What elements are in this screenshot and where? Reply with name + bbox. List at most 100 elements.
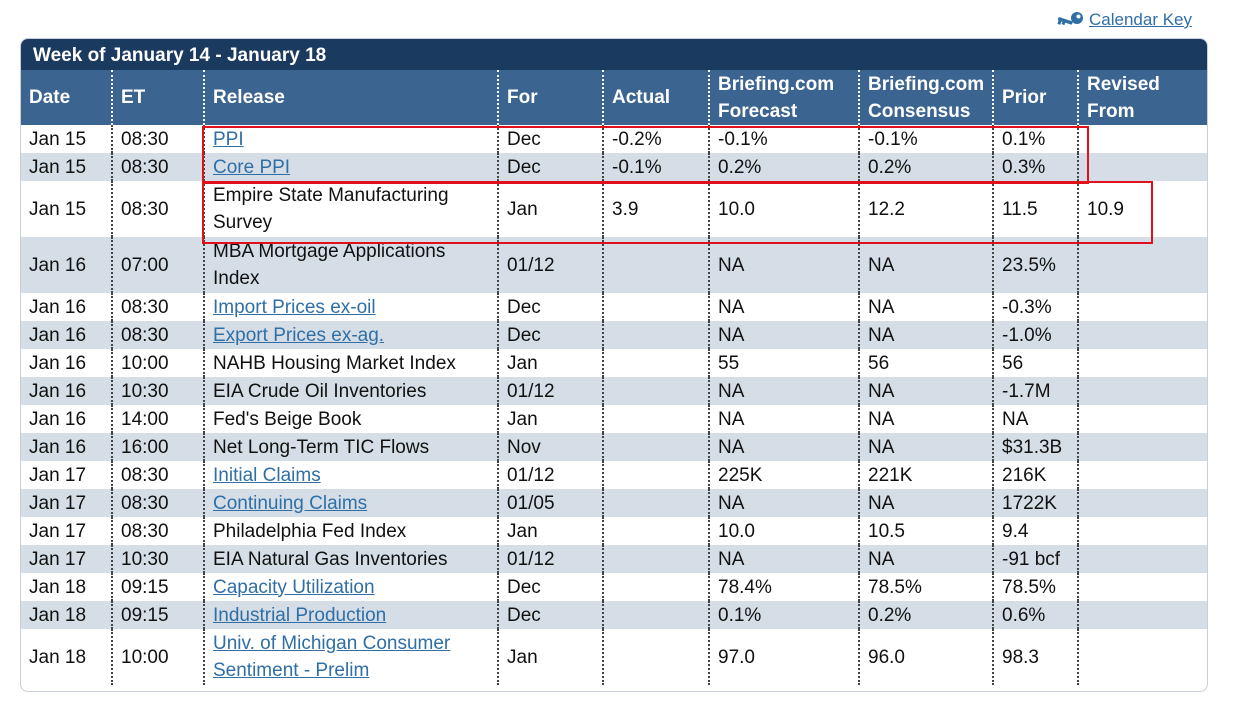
cell-for: Jan: [497, 349, 603, 377]
table-row: Jan 16 08:30 Export Prices ex-ag. Dec NA NA -1…: [21, 321, 1207, 349]
key-icon: [1057, 12, 1083, 26]
release-link[interactable]: Continuing Claims: [213, 492, 368, 514]
cell-prior: NA: [992, 405, 1078, 433]
cell-et: 08:30: [111, 293, 204, 321]
cell-et: 08:30: [111, 181, 204, 237]
release-link[interactable]: Univ. of Michigan Consumer Sentiment - P…: [213, 633, 451, 681]
cell-consensus: NA: [858, 237, 993, 293]
cell-prior: 78.5%: [992, 573, 1078, 601]
cell-et: 14:00: [111, 405, 204, 433]
cell-forecast: 225K: [708, 461, 859, 489]
release-link[interactable]: Initial Claims: [213, 464, 321, 486]
cell-release: Export Prices ex-ag.: [203, 321, 498, 349]
release-link[interactable]: Core PPI: [213, 156, 291, 178]
cell-revised: [1077, 125, 1207, 153]
cell-revised: [1077, 433, 1207, 461]
cell-revised: [1077, 153, 1207, 181]
cell-actual: 3.9: [602, 181, 709, 237]
cell-actual: [602, 377, 709, 405]
cell-consensus: 0.2%: [858, 601, 993, 629]
cell-prior: $31.3B: [992, 433, 1078, 461]
cell-revised: [1077, 293, 1207, 321]
cell-revised: [1077, 237, 1207, 293]
cell-for: Dec: [497, 573, 603, 601]
calendar-key-link[interactable]: Calendar Key: [1055, 10, 1192, 30]
cell-actual: [602, 601, 709, 629]
cell-et: 10:30: [111, 377, 204, 405]
cell-et: 08:30: [111, 321, 204, 349]
cell-et: 08:30: [111, 125, 204, 153]
cell-release: PPI: [203, 125, 498, 153]
col-header-prior: Prior: [992, 70, 1078, 125]
cell-release: Import Prices ex-oil: [203, 293, 498, 321]
cell-release: NAHB Housing Market Index: [203, 349, 498, 377]
cell-consensus: 12.2: [858, 181, 993, 237]
col-header-date: Date: [21, 70, 112, 125]
economic-calendar-table: Date ET Release For Actual Briefing.com …: [21, 70, 1207, 685]
cell-et: 08:30: [111, 489, 204, 517]
cell-revised: [1077, 573, 1207, 601]
table-row: Jan 16 14:00 Fed's Beige Book Jan NA NA NA: [21, 405, 1207, 433]
table-row: Jan 15 08:30 Empire State Manufacturing Su…: [21, 181, 1207, 237]
cell-prior: 56: [992, 349, 1078, 377]
cell-actual: [602, 461, 709, 489]
cell-forecast: 10.0: [708, 517, 859, 545]
release-link[interactable]: PPI: [213, 128, 244, 150]
cell-revised: [1077, 489, 1207, 517]
table-row: Jan 18 09:15 Capacity Utilization Dec 78.4% 7…: [21, 573, 1207, 601]
cell-release: Initial Claims: [203, 461, 498, 489]
cell-et: 16:00: [111, 433, 204, 461]
cell-date: Jan 17: [21, 517, 112, 545]
cell-date: Jan 16: [21, 377, 112, 405]
cell-forecast: 55: [708, 349, 859, 377]
release-link[interactable]: Industrial Production: [213, 604, 387, 626]
cell-actual: [602, 349, 709, 377]
release-link[interactable]: Capacity Utilization: [213, 576, 375, 598]
cell-actual: [602, 489, 709, 517]
cell-release: EIA Natural Gas Inventories: [203, 545, 498, 573]
cell-actual: [602, 433, 709, 461]
economic-calendar-panel: Week of January 14 - January 18 Date ET …: [20, 38, 1208, 692]
release-link[interactable]: Import Prices ex-oil: [213, 296, 376, 318]
cell-consensus: NA: [858, 433, 993, 461]
col-header-release: Release: [203, 70, 498, 125]
calendar-key-label[interactable]: Calendar Key: [1089, 10, 1193, 29]
cell-actual: [602, 545, 709, 573]
cell-actual: [602, 405, 709, 433]
cell-actual: [602, 237, 709, 293]
col-header-for: For: [497, 70, 603, 125]
cell-forecast: 0.1%: [708, 601, 859, 629]
cell-release: Fed's Beige Book: [203, 405, 498, 433]
table-row: Jan 17 08:30 Initial Claims 01/12 225K 221K 21…: [21, 461, 1207, 489]
cell-date: Jan 15: [21, 181, 112, 237]
cell-revised: [1077, 321, 1207, 349]
cell-release: Capacity Utilization: [203, 573, 498, 601]
release-link[interactable]: Export Prices ex-ag.: [213, 324, 385, 346]
cell-revised: 10.9: [1077, 181, 1207, 237]
cell-release: Continuing Claims: [203, 489, 498, 517]
cell-revised: [1077, 517, 1207, 545]
cell-et: 08:30: [111, 461, 204, 489]
cell-consensus: 78.5%: [858, 573, 993, 601]
cell-for: Jan: [497, 629, 603, 685]
cell-consensus: 0.2%: [858, 153, 993, 181]
cell-consensus: 10.5: [858, 517, 993, 545]
cell-consensus: NA: [858, 377, 993, 405]
cell-date: Jan 17: [21, 461, 112, 489]
cell-prior: 0.3%: [992, 153, 1078, 181]
cell-revised: [1077, 349, 1207, 377]
col-header-consensus: Briefing.com Consensus: [858, 70, 993, 125]
cell-prior: -1.7M: [992, 377, 1078, 405]
cell-forecast: 78.4%: [708, 573, 859, 601]
cell-date: Jan 16: [21, 349, 112, 377]
table-row: Jan 16 16:00 Net Long-Term TIC Flows Nov NA N…: [21, 433, 1207, 461]
cell-forecast: 97.0: [708, 629, 859, 685]
cell-release: Empire State Manufacturing Survey: [203, 181, 498, 237]
cell-prior: 11.5: [992, 181, 1078, 237]
cell-prior: 0.1%: [992, 125, 1078, 153]
cell-consensus: 221K: [858, 461, 993, 489]
cell-actual: [602, 517, 709, 545]
cell-et: 07:00: [111, 237, 204, 293]
cell-revised: [1077, 377, 1207, 405]
cell-actual: [602, 573, 709, 601]
